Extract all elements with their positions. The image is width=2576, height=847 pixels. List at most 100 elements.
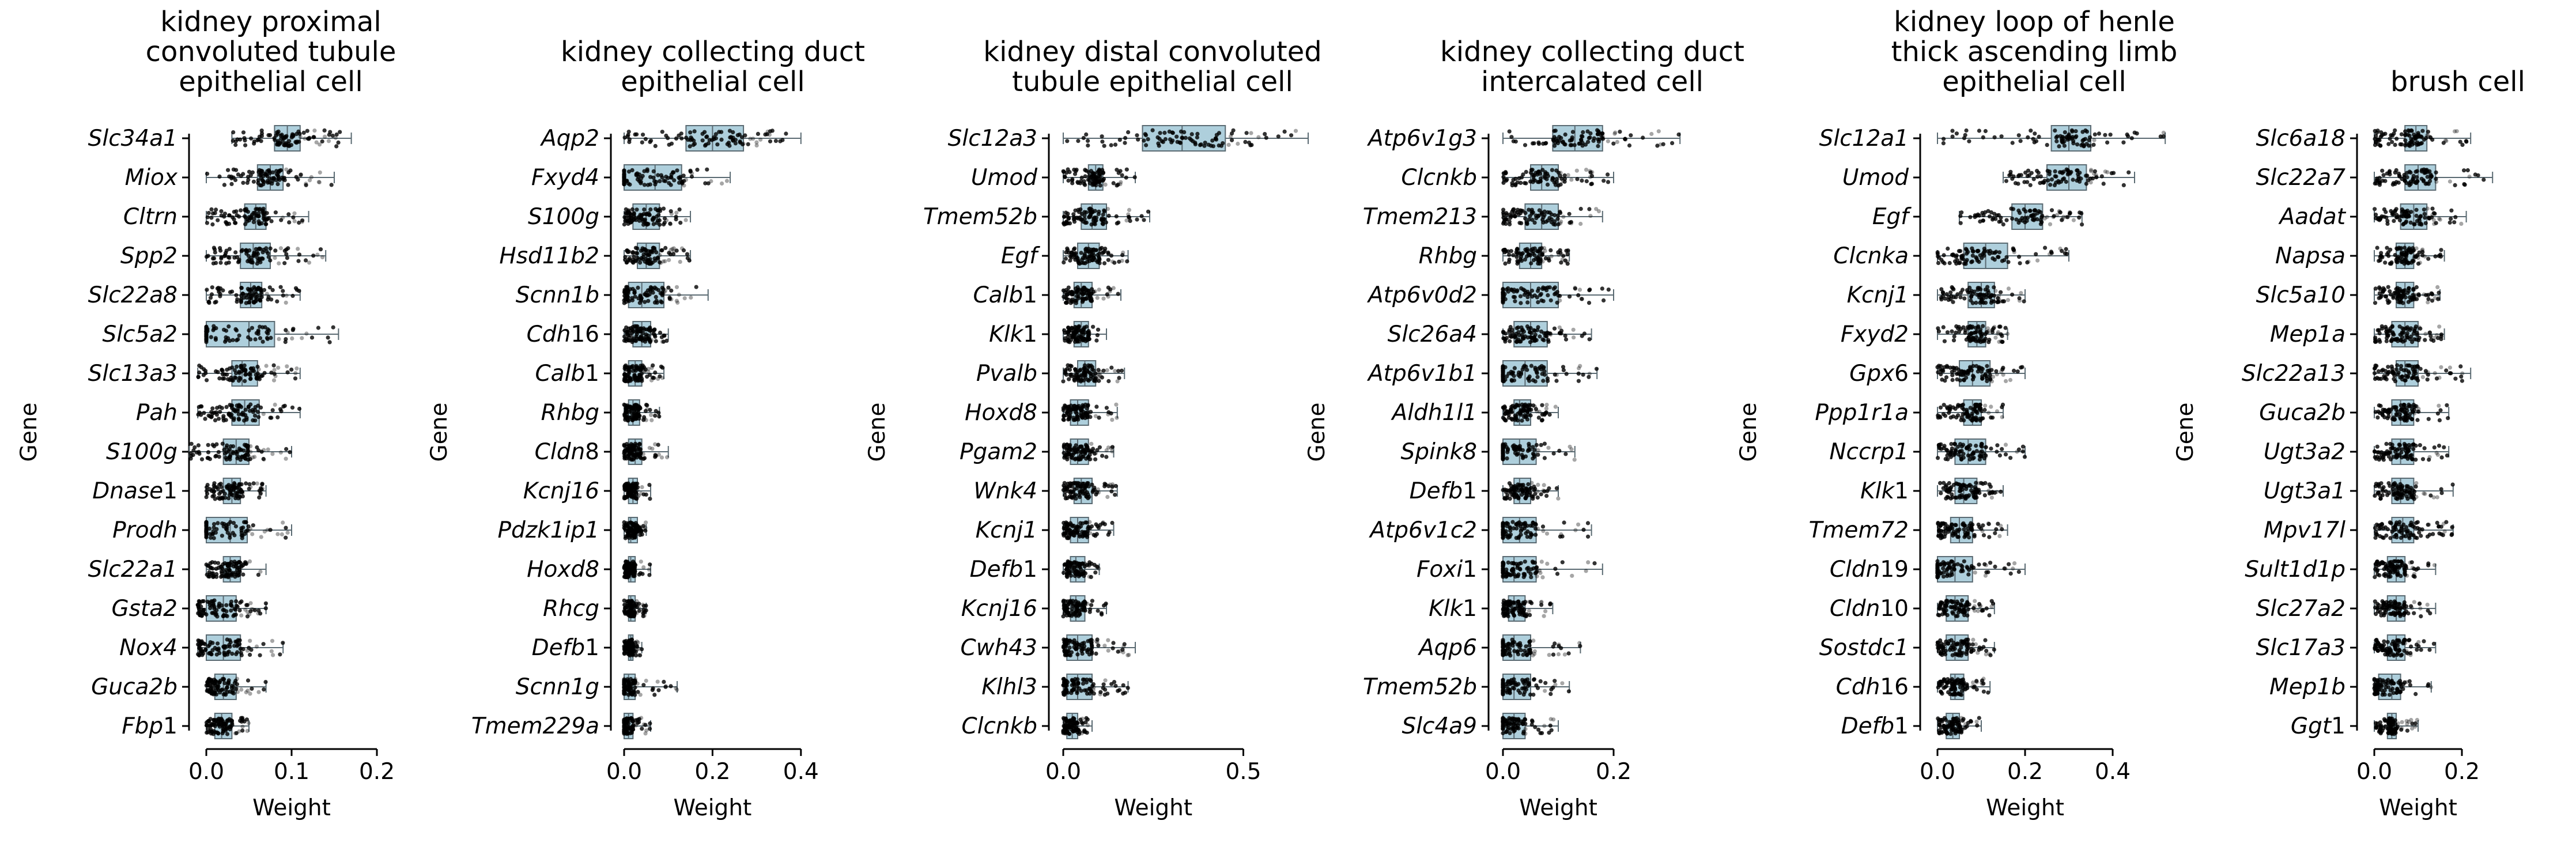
data-point	[220, 368, 224, 372]
x-axis-label: Weight	[1519, 795, 1597, 821]
data-point	[229, 403, 233, 408]
data-point	[1087, 181, 1092, 186]
data-point	[652, 693, 657, 697]
data-point	[248, 377, 253, 381]
data-point	[198, 609, 202, 614]
data-point	[1087, 691, 1092, 696]
data-point	[653, 453, 658, 457]
data-point	[1089, 222, 1094, 227]
data-point	[250, 532, 255, 536]
data-point	[1082, 644, 1087, 648]
data-point	[677, 207, 682, 212]
data-point	[653, 370, 658, 375]
data-point	[241, 180, 245, 185]
data-point	[637, 441, 642, 446]
data-point	[1106, 638, 1111, 642]
data-point	[210, 285, 214, 290]
data-point	[278, 285, 283, 289]
data-point	[309, 335, 315, 340]
data-point	[256, 690, 261, 694]
data-point	[210, 406, 215, 411]
data-point	[210, 611, 214, 615]
data-point	[1230, 138, 1234, 142]
data-point	[261, 182, 266, 187]
data-point	[1083, 485, 1087, 490]
gene-label: Hsd11b2	[499, 243, 599, 269]
data-point	[1089, 603, 1094, 607]
data-point	[1088, 415, 1093, 419]
data-point	[1119, 180, 1123, 184]
data-point	[1584, 168, 1589, 172]
data-point	[245, 453, 250, 457]
data-point	[1249, 131, 1253, 135]
data-point	[293, 371, 298, 376]
data-point	[334, 144, 339, 149]
data-point	[228, 444, 233, 449]
data-point	[1568, 143, 1573, 148]
data-point	[234, 731, 239, 735]
data-point	[243, 215, 248, 220]
data-point	[198, 404, 203, 409]
data-point	[245, 678, 251, 683]
data-point	[674, 136, 679, 141]
data-point	[633, 132, 637, 137]
data-point	[271, 653, 275, 657]
data-point	[246, 175, 251, 179]
data-points	[188, 441, 292, 462]
data-point	[206, 450, 211, 455]
data-point	[625, 285, 629, 289]
data-point	[254, 372, 258, 377]
data-point	[1061, 379, 1066, 384]
data-point	[681, 248, 686, 253]
data-point	[258, 258, 262, 262]
data-point	[255, 481, 259, 486]
data-point	[1067, 329, 1071, 334]
data-point	[265, 211, 269, 215]
data-point	[1085, 249, 1090, 254]
data-point	[330, 133, 335, 138]
data-point	[1170, 131, 1175, 135]
data-point	[260, 339, 265, 344]
data-point	[624, 260, 629, 265]
data-point	[656, 688, 661, 693]
data-point	[1102, 143, 1106, 148]
data-point	[309, 175, 314, 179]
data-point	[218, 248, 223, 253]
data-point	[245, 445, 250, 450]
data-point	[234, 599, 239, 604]
data-point	[1656, 129, 1661, 134]
data-point	[1087, 337, 1091, 342]
data-point	[1090, 599, 1094, 603]
data-point	[636, 175, 641, 179]
data-point	[646, 333, 651, 338]
data-point	[320, 139, 324, 143]
data-point	[224, 251, 228, 255]
data-point	[277, 142, 281, 147]
data-point	[627, 521, 632, 525]
data-point	[235, 456, 240, 461]
data-point	[631, 723, 636, 728]
data-point	[1087, 563, 1091, 568]
data-point	[678, 259, 682, 264]
data-point	[1103, 678, 1108, 683]
data-point	[1084, 688, 1089, 693]
data-point	[217, 680, 222, 685]
data-point	[626, 610, 631, 614]
data-point	[644, 678, 648, 683]
data-point	[1061, 716, 1066, 720]
data-point	[657, 414, 662, 419]
data-point	[304, 181, 308, 186]
data-point	[1574, 168, 1579, 173]
data-point	[270, 179, 275, 183]
data-point	[307, 178, 312, 183]
data-point	[687, 258, 692, 263]
data-point	[233, 612, 238, 617]
data-point	[629, 406, 634, 411]
data-point	[631, 681, 636, 686]
data-point	[228, 520, 233, 524]
data-point	[1086, 403, 1090, 407]
data-point	[239, 716, 244, 720]
data-point	[220, 676, 225, 681]
data-point	[1208, 143, 1213, 148]
